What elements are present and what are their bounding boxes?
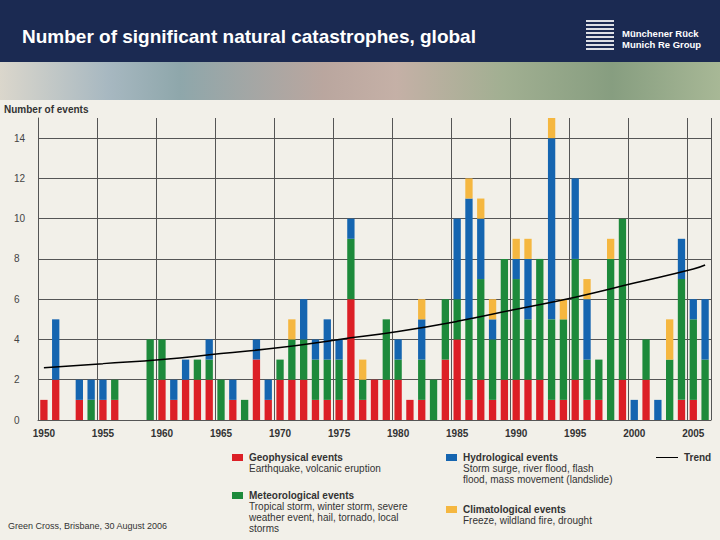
svg-text:Number of events: Number of events <box>4 104 89 115</box>
svg-text:1980: 1980 <box>387 428 410 439</box>
svg-text:6: 6 <box>14 294 20 305</box>
svg-text:1985: 1985 <box>446 428 469 439</box>
html-text:flood, mass movement (landslid: flood, mass movement (landslide) <box>463 474 613 485</box>
html-text:Green Cross, Brisbane, 30 Augu: Green Cross, Brisbane, 30 August 2006 <box>8 521 168 531</box>
svg-text:12: 12 <box>14 173 26 184</box>
svg-text:2: 2 <box>14 374 20 385</box>
html-text:Storm surge, river flood, flas: Storm surge, river flood, flash <box>463 463 594 474</box>
svg-text:14: 14 <box>14 133 26 144</box>
svg-text:8: 8 <box>14 253 20 264</box>
html-text:Geophysical events: Geophysical events <box>249 452 343 463</box>
html-text:Trend: Trend <box>684 452 712 463</box>
svg-text:1960: 1960 <box>151 428 174 439</box>
svg-text:1965: 1965 <box>210 428 233 439</box>
html-text:Hydrological events: Hydrological events <box>463 452 558 463</box>
svg-text:1975: 1975 <box>328 428 351 439</box>
html-text:Freeze, wildland fire, drought: Freeze, wildland fire, drought <box>463 515 592 526</box>
svg-text:10: 10 <box>14 213 26 224</box>
svg-text:1950: 1950 <box>33 428 56 439</box>
svg-text:1970: 1970 <box>269 428 292 439</box>
svg-text:1995: 1995 <box>564 428 587 439</box>
html-text:Climatological events: Climatological events <box>463 504 566 515</box>
svg-text:1990: 1990 <box>505 428 528 439</box>
html-text:storms: storms <box>249 523 279 534</box>
html-text:Munich Re Group: Munich Re Group <box>622 39 702 50</box>
html-text:Meteorological events: Meteorological events <box>249 490 354 501</box>
html-text:Tropical storm, winter storm,: Tropical storm, winter storm, severe <box>249 501 408 512</box>
html-text:weather event, hail, tornado,: weather event, hail, tornado, local <box>249 512 399 523</box>
html-text:Münchener Rück: Münchener Rück <box>622 28 699 39</box>
html-text:Number of significant natural: Number of significant natural catastroph… <box>22 26 476 47</box>
svg-text:0: 0 <box>14 415 20 426</box>
svg-text:2005: 2005 <box>682 428 705 439</box>
svg-text:2000: 2000 <box>623 428 646 439</box>
svg-text:1955: 1955 <box>92 428 115 439</box>
html-text:Earthquake, volcanic eruption: Earthquake, volcanic eruption <box>249 463 381 474</box>
svg-text:4: 4 <box>14 334 20 345</box>
